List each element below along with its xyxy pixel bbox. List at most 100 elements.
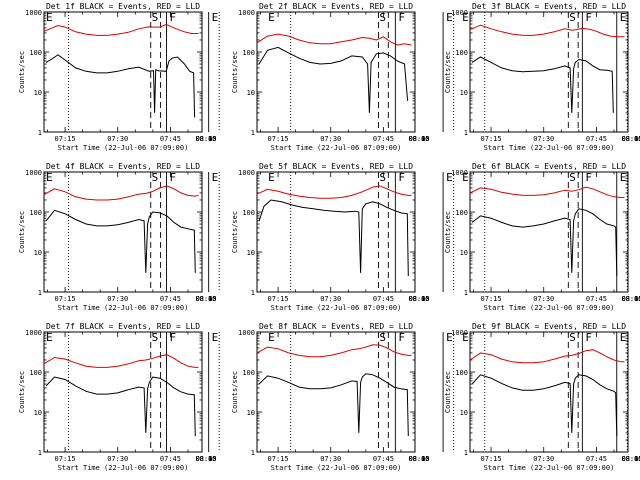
x-axis-label: Start Time (22-Jul-06 07:09:00) <box>271 464 402 472</box>
x-axis-label: Start Time (22-Jul-06 07:09:00) <box>58 304 189 312</box>
marker-label-E2: E <box>446 171 453 184</box>
x-tick-label: 07:45 <box>586 295 607 303</box>
x-tick-label: 08:00 <box>408 295 429 303</box>
x-axis-label: Start Time (22-Jul-06 07:09:00) <box>58 464 189 472</box>
marker-label-E1: E <box>462 11 469 24</box>
chart-panel-8: Det 8f BLACK = Events, RED = LLD 1 10 100 10… <box>231 322 455 472</box>
marker-label-E1: E <box>46 171 53 184</box>
y-tick-label: 100 <box>455 49 468 57</box>
marker-label-E2: E <box>212 171 219 184</box>
x-tick-label: 07:15 <box>268 135 289 143</box>
plot-frame <box>256 331 416 453</box>
x-tick-label: 08:15 <box>621 455 640 463</box>
plot-frame <box>256 11 416 133</box>
y-axis-label: Counts/sec <box>18 371 26 413</box>
x-tick-label: 07:15 <box>268 295 289 303</box>
y-tick-label: 1 <box>251 289 255 297</box>
x-tick-label: 08:30 <box>408 295 429 303</box>
x-tick-label: 08:15 <box>408 455 429 463</box>
chart-title: Det 7f BLACK = Events, RED = LLD <box>46 322 200 331</box>
x-tick-label: 07:45 <box>586 455 607 463</box>
marker-label-S: S <box>379 331 386 344</box>
series-line-events <box>471 374 618 437</box>
x-tick-label: 07:15 <box>268 455 289 463</box>
x-tick-label: 08:45 <box>621 295 640 303</box>
y-tick-label: 1000 <box>25 9 42 17</box>
y-tick-label: 10 <box>247 249 255 257</box>
y-tick-label: 100 <box>29 209 42 217</box>
x-tick-label: 08:00 <box>195 295 216 303</box>
chart-title: Det 6f BLACK = Events, RED = LLD <box>472 162 626 171</box>
y-tick-label: 10 <box>460 409 468 417</box>
x-tick-label: 08:00 <box>621 455 640 463</box>
marker-label-E2: E <box>212 11 219 24</box>
series-line-lld <box>256 33 412 46</box>
x-tick-label: 08:30 <box>195 295 216 303</box>
marker-label-S: S <box>569 331 576 344</box>
x-tick-label: 07:30 <box>533 455 554 463</box>
marker-label-E2: E <box>620 331 627 344</box>
x-axis-label: Start Time (22-Jul-06 07:09:00) <box>484 304 615 312</box>
y-tick-label: 1000 <box>451 169 468 177</box>
marker-label-F: F <box>585 331 592 344</box>
marker-label-F: F <box>170 11 177 24</box>
x-tick-label: 08:45 <box>195 135 216 143</box>
x-tick-label: 08:15 <box>621 135 640 143</box>
x-tick-label: 08:00 <box>621 295 640 303</box>
marker-label-E1: E <box>46 11 53 24</box>
x-tick-label: 08:30 <box>195 135 216 143</box>
x-tick-label: 08:15 <box>195 455 216 463</box>
series-line-lld <box>469 349 625 364</box>
y-tick-label: 100 <box>242 369 255 377</box>
y-tick-label: 10 <box>460 249 468 257</box>
x-tick-label: 07:30 <box>107 455 128 463</box>
x-tick-label: 07:30 <box>107 135 128 143</box>
y-tick-label: 100 <box>242 209 255 217</box>
x-tick-label: 07:30 <box>533 295 554 303</box>
y-tick-label: 10 <box>460 89 468 97</box>
series-line-events <box>45 209 196 273</box>
y-axis-label: Counts/sec <box>444 211 452 253</box>
marker-label-E1: E <box>46 331 53 344</box>
marker-label-F: F <box>398 11 405 24</box>
x-tick-label: 08:30 <box>621 295 640 303</box>
plot-frame <box>43 171 203 293</box>
marker-label-F: F <box>585 171 592 184</box>
x-tick-label: 08:45 <box>408 135 429 143</box>
marker-label-F: F <box>398 171 405 184</box>
y-tick-label: 1000 <box>238 169 255 177</box>
y-tick-label: 1 <box>464 129 468 137</box>
series-line-events <box>471 56 614 113</box>
marker-label-F: F <box>170 171 177 184</box>
x-tick-label: 08:45 <box>408 295 429 303</box>
chart-title: Det 3f BLACK = Events, RED = LLD <box>472 2 626 11</box>
y-tick-label: 10 <box>34 249 42 257</box>
y-axis-label: Counts/sec <box>18 51 26 93</box>
marker-label-E2: E <box>446 331 453 344</box>
x-tick-label: 08:30 <box>621 455 640 463</box>
marker-label-E1: E <box>268 11 275 24</box>
chart-panel-4: Det 4f BLACK = Events, RED = LLD 1 10 100 10… <box>18 162 220 312</box>
series-line-lld <box>43 185 199 201</box>
x-tick-label: 08:00 <box>621 135 640 143</box>
chart-panel-2: Det 2f BLACK = Events, RED = LLD 1 10 100 10… <box>231 2 455 152</box>
x-tick-label: 07:15 <box>481 135 502 143</box>
x-tick-label: 07:30 <box>320 135 341 143</box>
y-tick-label: 1 <box>464 449 468 457</box>
chart-title: Det 1f BLACK = Events, RED = LLD <box>46 2 200 11</box>
x-tick-label: 08:45 <box>621 455 640 463</box>
chart-title: Det 8f BLACK = Events, RED = LLD <box>259 322 413 331</box>
series-line-lld <box>469 186 625 198</box>
chart-panel-5: Det 5f BLACK = Events, RED = LLD 1 10 100 10… <box>231 162 455 312</box>
y-tick-label: 100 <box>455 369 468 377</box>
marker-label-F: F <box>170 331 177 344</box>
y-axis-label: Counts/sec <box>231 211 239 253</box>
series-line-events <box>471 208 618 277</box>
y-tick-label: 1 <box>38 449 42 457</box>
marker-label-S: S <box>379 171 386 184</box>
x-tick-label: 08:30 <box>195 455 216 463</box>
y-tick-label: 100 <box>242 49 255 57</box>
marker-label-E1: E <box>268 171 275 184</box>
x-axis-label: Start Time (22-Jul-06 07:09:00) <box>271 304 402 312</box>
